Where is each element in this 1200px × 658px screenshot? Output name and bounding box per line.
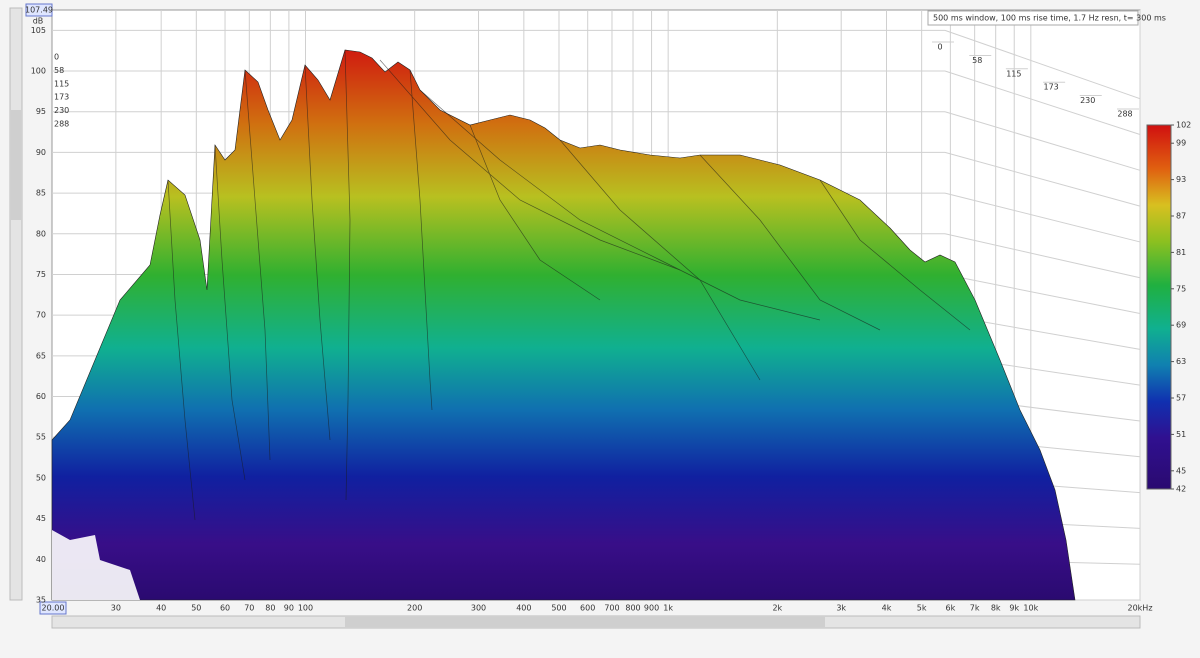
x-tick-label: 4k (882, 604, 892, 613)
x-tick-label: 800 (625, 604, 640, 613)
colorbar-label: 93 (1176, 175, 1186, 184)
y-tick-label: 60 (36, 392, 46, 401)
grid-line (944, 192, 1141, 243)
corner-top-box[interactable] (25, 3, 53, 17)
colorbar-label: 81 (1176, 248, 1186, 257)
y-tick-label: 85 (36, 189, 46, 198)
colorbar-label: 102 (1176, 121, 1191, 130)
x-tick-label: 500 (551, 604, 566, 613)
x-tick-label: 100 (298, 604, 313, 613)
time-label: 0 (937, 43, 942, 52)
v-scrollbar[interactable] (9, 7, 23, 601)
x-tick-label: 20kHz (1127, 604, 1152, 613)
time-label: 230 (1080, 96, 1095, 105)
time-label-left: 115 (54, 79, 69, 88)
x-tick-label: 70 (244, 604, 254, 613)
grid-line (944, 273, 1141, 315)
y-tick-label: 90 (36, 148, 46, 157)
grid-line (944, 151, 1141, 207)
x-tick-label: 7k (970, 604, 980, 613)
y-tick-label: 95 (36, 107, 46, 116)
y-tick-label: 70 (36, 311, 46, 320)
colorbar (1146, 124, 1172, 490)
x-tick-label: 700 (604, 604, 619, 613)
corner-bottom: 20.00 (42, 604, 65, 613)
time-label-left: 230 (54, 106, 69, 115)
x-tick-label: 10k (1023, 604, 1038, 613)
x-tick-label: 600 (580, 604, 595, 613)
colorbar-label: 57 (1176, 394, 1186, 403)
x-tick-label: 40 (156, 604, 166, 613)
colorbar-label: 51 (1176, 430, 1186, 439)
y-tick-label: 55 (36, 433, 46, 442)
x-tick-label: 8k (991, 604, 1001, 613)
grid-line (944, 29, 1141, 100)
y-unit: dB (33, 17, 44, 26)
x-tick-label: 6k (946, 604, 956, 613)
surface-gap (52, 530, 140, 600)
time-label: 288 (1117, 110, 1132, 119)
colorbar-label: 63 (1176, 357, 1186, 366)
time-label-left: 173 (54, 93, 69, 102)
grid-line (944, 233, 1141, 279)
y-tick-label: 35 (36, 596, 46, 605)
y-tick-label: 65 (36, 351, 46, 360)
colorbar-label: 75 (1176, 284, 1186, 293)
x-tick-label: 60 (220, 604, 230, 613)
y-tick-label: 100 (31, 67, 46, 76)
x-tick-label: 3k (836, 604, 846, 613)
y-tick-label: 40 (36, 555, 46, 564)
corner-bottom-box[interactable] (39, 601, 67, 615)
info-text: 500 ms window, 100 ms rise time, 1.7 Hz … (933, 14, 1166, 23)
grid-line (944, 111, 1141, 171)
colorbar-label: 99 (1176, 139, 1186, 148)
ridge-lines (167, 49, 971, 521)
time-label-left: 58 (54, 66, 64, 75)
time-label-left: 288 (54, 120, 69, 129)
x-tick-label: 400 (516, 604, 531, 613)
x-tick-label: 50 (191, 604, 201, 613)
h-scroll-thumb[interactable] (345, 617, 825, 627)
x-tick-label: 30 (111, 604, 121, 613)
waterfall-surface (51, 49, 1076, 601)
grid-line (944, 70, 1141, 135)
time-label: 173 (1043, 83, 1058, 92)
colorbar-label: 69 (1176, 321, 1186, 330)
colorbar-label: 45 (1176, 466, 1186, 475)
corner-top: 107.49 (25, 6, 53, 15)
colorbar-label: 42 (1176, 485, 1186, 494)
y-tick-label: 45 (36, 514, 46, 523)
y-tick-label: 50 (36, 473, 46, 482)
x-tick-label: 5k (917, 604, 927, 613)
time-label: 115 (1006, 69, 1021, 78)
colorbar-label: 87 (1176, 212, 1186, 221)
x-tick-label: 200 (407, 604, 422, 613)
y-tick-label: 105 (31, 26, 46, 35)
x-tick-label: 80 (265, 604, 275, 613)
y-tick-label: 75 (36, 270, 46, 279)
v-scroll-thumb[interactable] (11, 110, 21, 220)
x-tick-label: 2k (772, 604, 782, 613)
info-box (927, 10, 1139, 26)
x-tick-label: 9k (1009, 604, 1019, 613)
x-tick-label: 900 (644, 604, 659, 613)
y-tick-label: 80 (36, 229, 46, 238)
time-label-left: 0 (54, 53, 59, 62)
x-tick-label: 1k (663, 604, 673, 613)
x-tick-label: 300 (471, 604, 486, 613)
x-tick-label: 90 (284, 604, 294, 613)
time-label: 58 (972, 56, 982, 65)
